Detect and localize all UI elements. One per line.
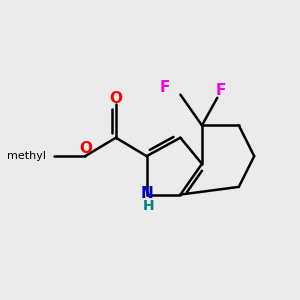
Text: F: F — [215, 82, 226, 98]
Text: N: N — [140, 185, 153, 200]
Text: O: O — [79, 141, 92, 156]
Text: H: H — [142, 199, 154, 213]
Text: O: O — [110, 91, 122, 106]
Text: F: F — [160, 80, 170, 95]
Text: methyl: methyl — [7, 151, 46, 161]
